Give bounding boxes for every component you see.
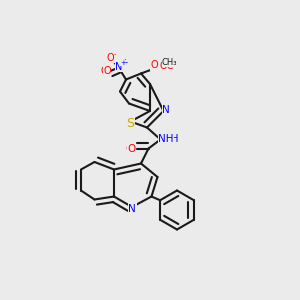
Text: N: N (128, 205, 136, 215)
Text: O: O (100, 66, 108, 76)
Text: O: O (106, 52, 113, 62)
Text: -: - (114, 51, 116, 57)
Text: +: + (121, 58, 127, 67)
Text: OC: OC (159, 61, 173, 71)
Text: N: N (116, 61, 124, 71)
Text: O: O (106, 53, 114, 63)
Text: CH₃: CH₃ (162, 58, 178, 67)
Text: N: N (163, 106, 170, 116)
Text: N: N (162, 105, 170, 116)
Text: -: - (111, 49, 114, 58)
Text: O: O (125, 143, 134, 154)
Text: +: + (120, 60, 126, 66)
Text: NH: NH (158, 134, 174, 144)
Text: S: S (127, 117, 134, 130)
Text: NH: NH (164, 134, 179, 145)
Text: O: O (128, 143, 136, 154)
Text: O: O (151, 60, 158, 70)
Text: N: N (116, 62, 123, 72)
Text: O: O (103, 66, 111, 76)
Text: S: S (125, 116, 133, 130)
Text: N: N (128, 203, 136, 214)
